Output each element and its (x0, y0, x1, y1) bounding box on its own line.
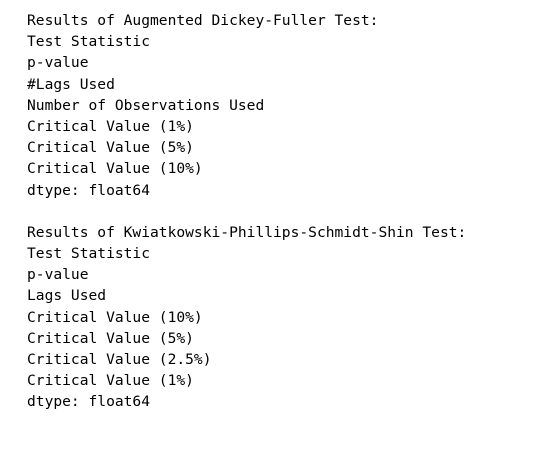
adf-row: Critical Value (10%) -2.566771e+00 (27, 158, 466, 179)
adf-row: Number of Observations Used 1.315313e+06 (27, 95, 466, 116)
kpss-title: Results of Kwiatkowski-Phillips-Schmidt-… (27, 223, 467, 241)
adf-dtype: dtype: float64 (27, 181, 151, 199)
adf-title: Results of Augmented Dickey-Fuller Test: (27, 12, 379, 29)
adf-row-label: Critical Value (1%) (27, 117, 194, 135)
adf-row: Critical Value (1%) -3.430355e+00 (27, 116, 466, 137)
kpss-row-label: Critical Value (10%) (27, 308, 203, 326)
adf-row-label: Test Statistic (27, 33, 151, 51)
kpss-row-label: Lags Used (27, 287, 107, 305)
adf-row-label: Number of Observations Used (27, 96, 265, 114)
adf-row: #Lags Used 1.270000e+02 (27, 74, 466, 95)
kpss-results-table: Test Statistic 103.799005 p-value 0.0100… (27, 243, 466, 391)
kpss-row: Lags Used 629.000000 (27, 285, 466, 306)
blank-line (27, 201, 466, 222)
kpss-row-label: Critical Value (5%) (27, 329, 194, 347)
adf-row: Test Statistic -1.799974e+00 (27, 31, 466, 52)
adf-row-label: #Lags Used (27, 75, 115, 93)
kpss-row-label: Critical Value (1%) (27, 372, 194, 390)
kpss-row: Test Statistic 103.799005 (27, 243, 466, 264)
adf-row-label: Critical Value (10%) (27, 160, 203, 178)
kpss-row: Critical Value (2.5%) 0.574000 (27, 349, 466, 370)
kpss-row-label: Test Statistic (27, 245, 151, 263)
kpss-row-label: Critical Value (2.5%) (27, 351, 212, 368)
adf-row: Critical Value (5%) -2.861542e+00 (27, 137, 466, 158)
cell-output: Results of Augmented Dickey-Fuller Test:… (27, 10, 466, 413)
adf-row: p-value 3.804748e-01 (27, 52, 466, 73)
adf-results-table: Test Statistic -1.799974e+00 p-value 3.8… (27, 31, 466, 179)
kpss-row: Critical Value (5%) 0.463000 (27, 328, 466, 349)
kpss-row-label: p-value (27, 266, 89, 284)
kpss-row: Critical Value (10%) 0.347000 (27, 307, 466, 328)
kpss-row: p-value 0.010000 (27, 264, 466, 285)
adf-row-label: p-value (27, 54, 89, 72)
kpss-dtype: dtype: float64 (27, 393, 151, 411)
adf-row-label: Critical Value (5%) (27, 139, 194, 157)
kpss-row: Critical Value (1%) 0.739000 (27, 370, 466, 391)
